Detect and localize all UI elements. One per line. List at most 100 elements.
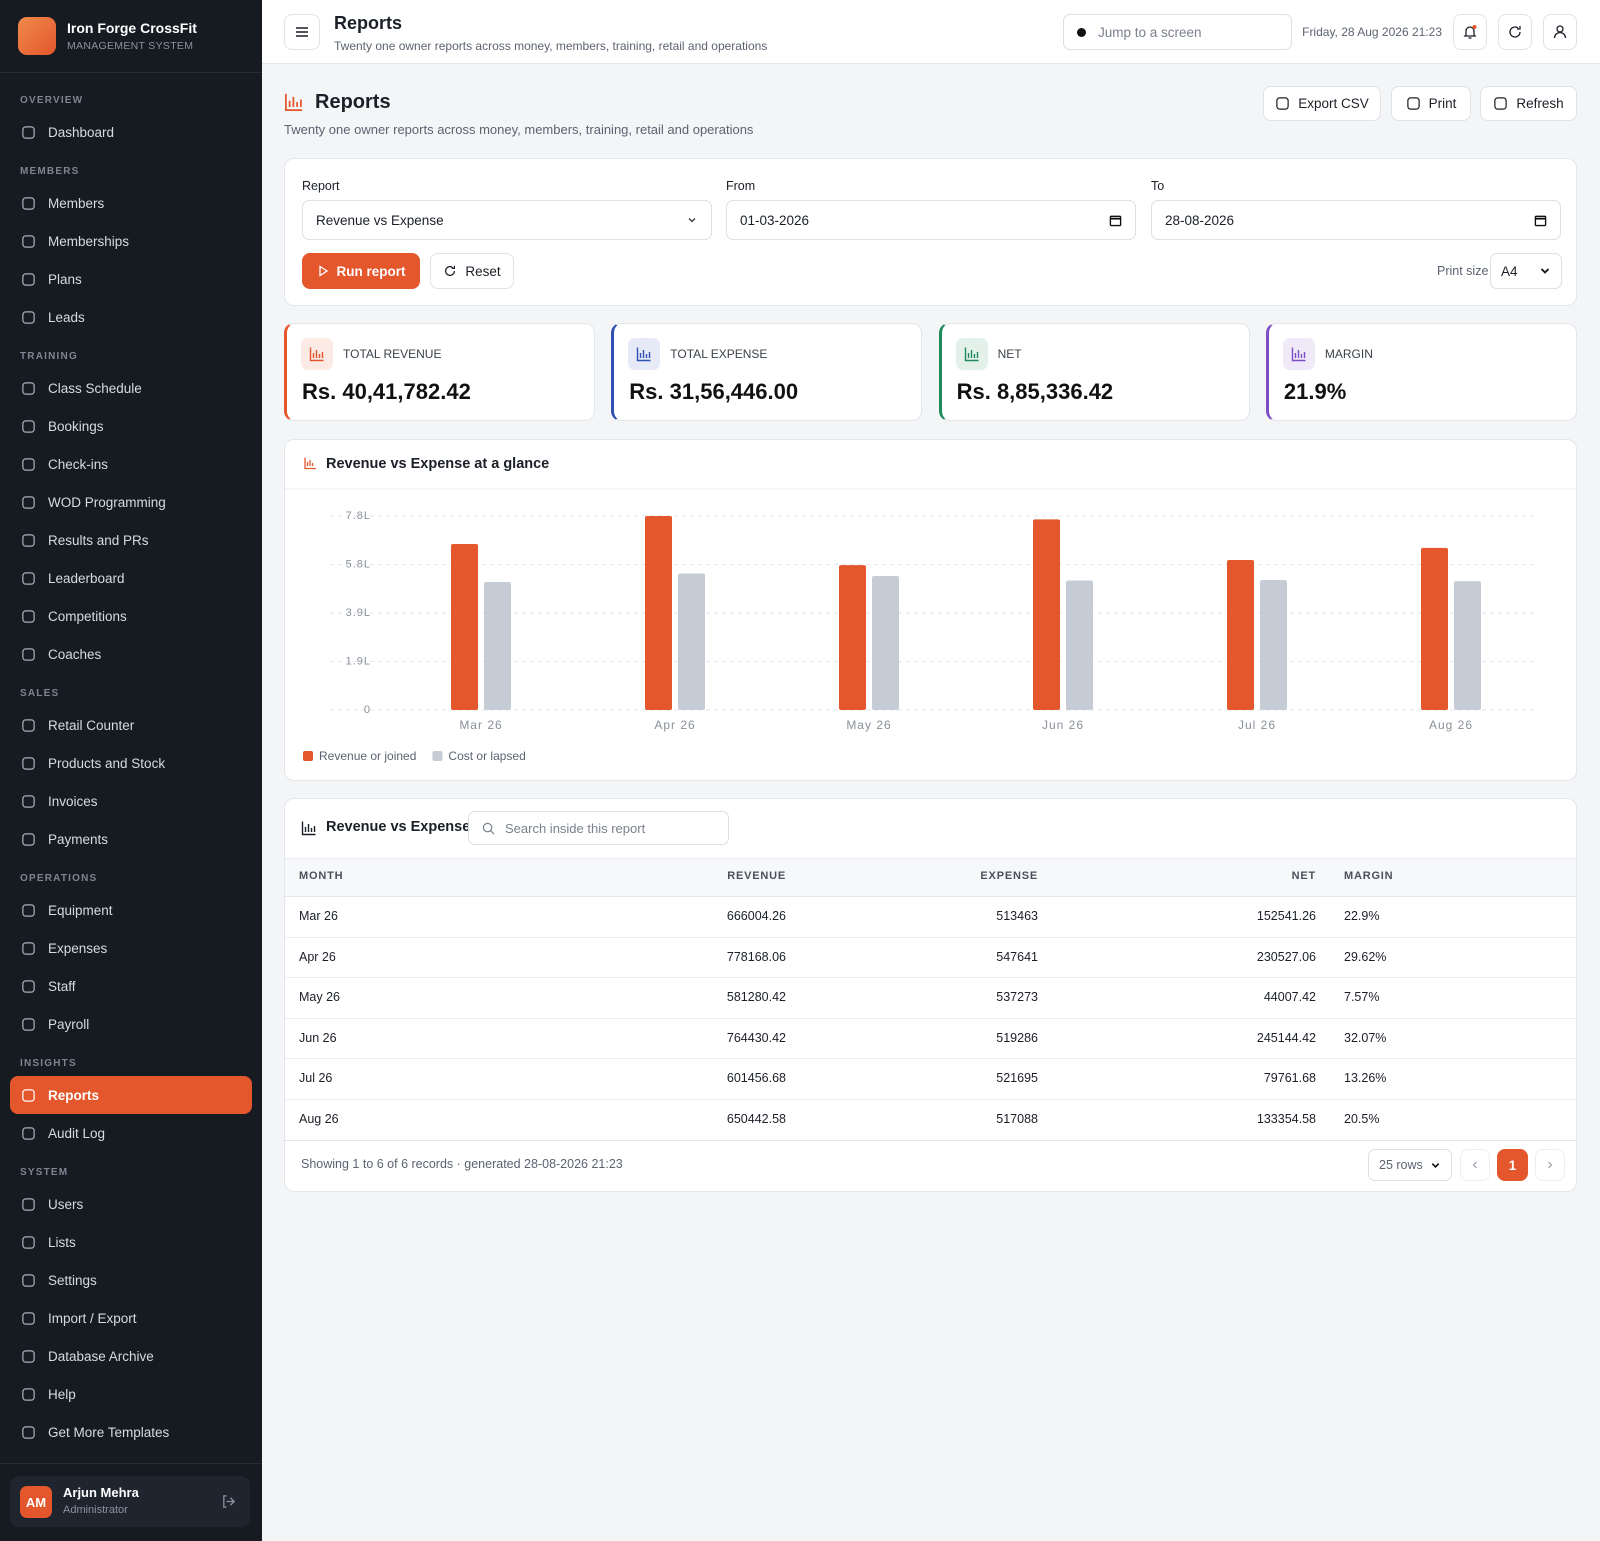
nav-icon bbox=[1494, 97, 1508, 110]
nav-item[interactable]: Competitions bbox=[0, 597, 252, 635]
legend-label[interactable]: Cost or lapsed bbox=[448, 749, 525, 763]
notifications-button[interactable] bbox=[1453, 14, 1487, 50]
icon-shape bbox=[22, 272, 35, 286]
nav-item[interactable]: Retail Counter bbox=[0, 706, 252, 744]
nav-label: Payroll bbox=[48, 1016, 90, 1032]
table-search[interactable]: Search inside this report bbox=[468, 811, 729, 845]
icon-shape bbox=[22, 718, 35, 732]
table-cell: 666004.26 bbox=[726, 909, 786, 923]
action-button[interactable]: Refresh bbox=[1480, 86, 1577, 121]
table-cell: Aug 26 bbox=[299, 1111, 339, 1126]
nav-item[interactable]: Results and PRs bbox=[0, 521, 252, 559]
nav-item[interactable]: Check-ins bbox=[0, 445, 252, 483]
to-date[interactable]: 28-08-2026 bbox=[1151, 200, 1561, 240]
reset-button[interactable]: Reset bbox=[430, 253, 514, 289]
nav-label: Help bbox=[48, 1386, 76, 1402]
user-card[interactable]: AM Arjun Mehra Administrator bbox=[10, 1476, 250, 1527]
nav-item[interactable]: Expenses bbox=[0, 929, 252, 967]
bar bbox=[678, 573, 705, 710]
print-size-select[interactable]: A4 bbox=[1490, 253, 1562, 289]
table-cell: 230527.06 bbox=[1256, 949, 1316, 964]
nav-item[interactable]: Products and Stock bbox=[0, 744, 252, 782]
nav-icon bbox=[22, 941, 35, 955]
table-cell: May 26 bbox=[299, 990, 340, 1004]
nav-item[interactable]: Audit Log bbox=[0, 1114, 252, 1152]
action-button[interactable]: Export CSV bbox=[1263, 86, 1381, 121]
table-cell: 581280.42 bbox=[726, 990, 786, 1004]
nav-item[interactable]: Settings bbox=[0, 1261, 252, 1299]
menu-button[interactable] bbox=[284, 14, 320, 50]
nav-item[interactable]: Help bbox=[0, 1375, 252, 1413]
kpi-value: Rs. 31,56,446.00 bbox=[629, 379, 799, 404]
nav-item[interactable]: Members bbox=[0, 184, 252, 222]
nav-icon bbox=[22, 419, 35, 433]
nav-item[interactable]: Dashboard bbox=[0, 113, 252, 151]
nav-item[interactable]: Import / Export bbox=[0, 1299, 252, 1337]
nav-label: Memberships bbox=[48, 233, 130, 249]
nav-icon bbox=[22, 1235, 35, 1249]
brand-tagline: MANAGEMENT SYSTEM bbox=[67, 40, 194, 52]
date-value: 28-08-2026 bbox=[1165, 212, 1235, 228]
table-row bbox=[285, 1019, 1576, 1059]
icon-shape bbox=[22, 1425, 35, 1439]
action-button[interactable]: Print bbox=[1391, 86, 1471, 121]
jump-search[interactable]: Jump to a screen bbox=[1063, 14, 1292, 50]
nav-item[interactable]: Equipment bbox=[0, 891, 252, 929]
nav-item[interactable]: Bookings bbox=[0, 407, 252, 445]
nav-icon bbox=[22, 457, 35, 471]
bar bbox=[1227, 560, 1254, 710]
nav-item[interactable]: Lists bbox=[0, 1223, 252, 1261]
column-header[interactable]: MARGIN bbox=[1344, 870, 1394, 882]
x-tick-label: Aug 26 bbox=[1429, 718, 1473, 732]
run-report-button[interactable]: Run report bbox=[302, 253, 420, 289]
logout-icon[interactable] bbox=[221, 1494, 236, 1509]
nav-item[interactable]: Users bbox=[0, 1185, 252, 1223]
nav-label: Class Schedule bbox=[48, 380, 142, 396]
column-header[interactable]: EXPENSE bbox=[980, 870, 1038, 882]
icon-shape bbox=[22, 125, 35, 139]
nav-label: Import / Export bbox=[48, 1310, 137, 1326]
legend-label[interactable]: Revenue or joined bbox=[319, 749, 416, 763]
page-number[interactable]: 1 bbox=[1497, 1149, 1528, 1181]
report-select[interactable]: Revenue vs Expense bbox=[302, 200, 712, 240]
nav-item[interactable]: WOD Programming bbox=[0, 483, 252, 521]
nav-item[interactable]: Class Schedule bbox=[0, 369, 252, 407]
nav-icon bbox=[22, 903, 35, 917]
button-label: Refresh bbox=[1516, 96, 1564, 111]
nav-item[interactable]: Staff bbox=[0, 967, 252, 1005]
icon-shape bbox=[1276, 97, 1289, 110]
nav-item[interactable]: Leaderboard bbox=[0, 559, 252, 597]
table-cell: 764430.42 bbox=[726, 1030, 786, 1045]
select-value: A4 bbox=[1501, 263, 1518, 279]
nav-item[interactable]: Invoices bbox=[0, 782, 252, 820]
icon-shape bbox=[22, 457, 35, 471]
nav-item[interactable]: Get More Templates bbox=[0, 1413, 252, 1451]
table-cell: 245144.42 bbox=[1256, 1030, 1316, 1045]
prev-page[interactable] bbox=[1460, 1149, 1490, 1181]
nav-item[interactable]: Reports bbox=[10, 1076, 252, 1114]
page-size-select[interactable]: 25 rows bbox=[1368, 1149, 1452, 1181]
nav-label: Dashboard bbox=[48, 124, 115, 140]
main: Reports Twenty one owner reports across … bbox=[262, 0, 1600, 1541]
nav-item[interactable]: Payments bbox=[0, 820, 252, 858]
nav-item[interactable]: Database Archive bbox=[0, 1337, 252, 1375]
from-date[interactable]: 01-03-2026 bbox=[726, 200, 1136, 240]
profile-button[interactable] bbox=[1543, 14, 1577, 50]
nav-item[interactable]: Plans bbox=[0, 260, 252, 298]
search-placeholder: Search inside this report bbox=[505, 820, 646, 836]
page-icon bbox=[285, 93, 303, 111]
column-header[interactable]: MONTH bbox=[299, 870, 344, 882]
nav-icon bbox=[22, 533, 35, 547]
table-cell: 7.57% bbox=[1344, 990, 1380, 1004]
nav-item[interactable]: Coaches bbox=[0, 635, 252, 673]
refresh-button[interactable] bbox=[1498, 14, 1532, 50]
nav-item[interactable]: Payroll bbox=[0, 1005, 252, 1043]
nav-item[interactable]: Leads bbox=[0, 298, 252, 336]
page-title: Reports bbox=[315, 91, 391, 113]
nav-item[interactable]: Memberships bbox=[0, 222, 252, 260]
column-header[interactable]: NET bbox=[1291, 870, 1316, 882]
x-tick-label: Jul 26 bbox=[1238, 718, 1276, 732]
bar bbox=[1421, 547, 1448, 710]
column-header[interactable]: REVENUE bbox=[727, 870, 786, 882]
next-page[interactable] bbox=[1535, 1149, 1565, 1181]
